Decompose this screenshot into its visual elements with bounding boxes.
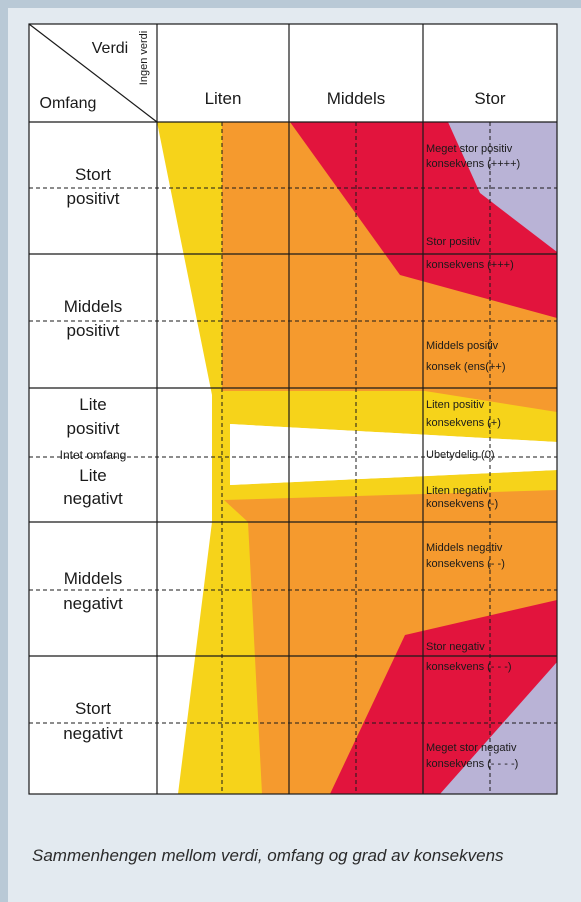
figure-caption: Sammenhengen mellom verdi, omfang og gra…: [32, 846, 504, 865]
column-header-stor: Stor: [474, 89, 506, 108]
row-label-middels-negativt-1: Middels: [64, 569, 123, 588]
zone-label-meget-stor-positiv-2: konsekvens (++++): [426, 158, 520, 170]
row-label-middels-positivt-1: Middels: [64, 297, 123, 316]
zone-lilac-lower: [440, 662, 557, 794]
row-label-stort-negativt-1: Stort: [75, 699, 111, 718]
row-label-middels-negativt-2: negativt: [63, 594, 123, 613]
zone-label-liten-positiv-2: konsekvens (+): [426, 417, 501, 429]
zone-label-stor-negativ-2: konsekvens (- - -): [426, 661, 512, 673]
zone-lilac-upper: [448, 122, 557, 252]
column-header-liten: Liten: [205, 89, 242, 108]
header-diagonal: [28, 23, 158, 123]
column-header-middels: Middels: [327, 89, 386, 108]
zone-label-meget-stor-positiv-1: Meget stor positiv: [426, 143, 513, 155]
zone-label-middels-positiv-2: konsek (ens(++): [426, 361, 505, 373]
zone-label-middels-positiv-1: Middels positiv: [426, 340, 499, 352]
dashed-grid: [29, 122, 557, 794]
row-label-lite-positivt-1: Lite: [79, 395, 106, 414]
zone-labels: Meget stor positiv konsekvens (++++) Sto…: [426, 143, 520, 770]
row-labels: Stort positivt Middels positivt Lite pos…: [60, 165, 127, 743]
zone-label-middels-negativ-2: konsekvens (- -): [426, 558, 505, 570]
zone-label-stor-positiv-1: Stor positiv: [426, 236, 481, 248]
row-label-lite-negativt-1: Lite: [79, 466, 106, 485]
header-ingen-verdi: Ingen verdi: [138, 31, 150, 85]
top-frame-strip: [0, 0, 581, 8]
header-verdi: Verdi: [92, 40, 128, 57]
row-label-lite-positivt-2: positivt: [67, 419, 120, 438]
zone-label-stor-positiv-2: konsekvens (+++): [426, 259, 514, 271]
zone-label-ubetydelig: Ubetydelig (0): [426, 449, 494, 461]
row-label-lite-negativt-2: negativt: [63, 489, 123, 508]
solid-grid: [28, 23, 558, 795]
consequence-zones: [157, 122, 557, 794]
zone-label-liten-positiv-1: Liten positiv: [426, 399, 485, 411]
zone-label-stor-negativ-1: Stor negativ: [426, 641, 485, 653]
zone-label-middels-negativ-1: Middels negativ: [426, 542, 503, 554]
zone-label-liten-negativ-2: konsekvens (-): [426, 498, 498, 510]
header-omfang: Omfang: [40, 95, 97, 112]
row-label-intet-omfang: Intet omfang: [60, 448, 127, 462]
row-label-middels-positivt-2: positivt: [67, 321, 120, 340]
row-label-stort-negativt-2: negativt: [63, 724, 123, 743]
row-label-stort-positivt-1: Stort: [75, 165, 111, 184]
zone-neutral: [230, 424, 557, 485]
left-frame-strip: [0, 0, 8, 902]
zone-label-meget-stor-negativ-1: Meget stor negativ: [426, 742, 517, 754]
zone-label-meget-stor-negativ-2: konsekvens (- - - -): [426, 758, 518, 770]
zone-label-liten-negativ-1: Liten negativ: [426, 485, 489, 497]
row-label-stort-positivt-2: positivt: [67, 189, 120, 208]
